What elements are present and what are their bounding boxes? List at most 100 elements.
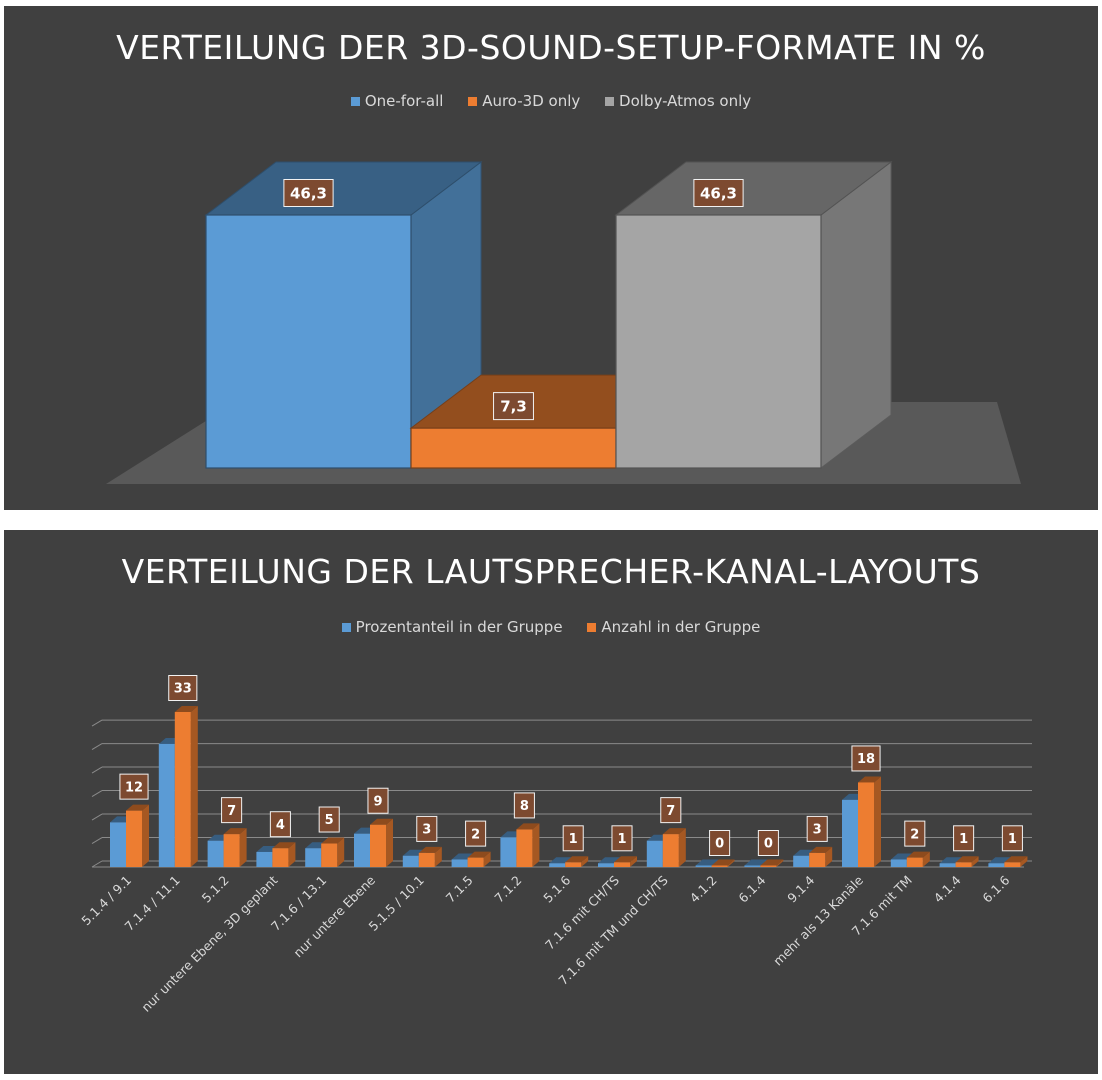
legend-item-anzahl: Anzahl in der Gruppe (587, 618, 760, 636)
bar-top-prozentanteil-in-der-gruppe-12 (695, 859, 719, 866)
bar-top-anzahl-in-der-gruppe-10 (614, 856, 637, 863)
bar-anzahl-in-der-gruppe-11 (662, 834, 679, 867)
gridline-tick (91, 813, 103, 821)
data-label-anzahl-14-box (806, 815, 828, 842)
category-label-15: mehr als 13 Kanäle (770, 872, 866, 968)
bar-anzahl-in-der-gruppe-18 (1004, 862, 1021, 867)
data-label-one-for-all-box (283, 179, 334, 207)
data-label-anzahl-16-box (904, 820, 926, 847)
legend-label-auro-3d: Auro-3D only (482, 92, 581, 110)
data-label-anzahl-15-box (851, 745, 881, 772)
category-label-9: 5.1.6 (540, 872, 573, 905)
bar-top-anzahl-in-der-gruppe-4 (321, 837, 345, 844)
bar-prozentanteil-in-der-gruppe-18 (988, 863, 1005, 867)
legend-swatch-auro-3d (468, 97, 478, 106)
data-label-anzahl-11: 7 (666, 804, 675, 819)
data-label-anzahl-7: 2 (471, 827, 480, 842)
gridline-tick (91, 766, 103, 774)
data-label-dolby-atmos-only-box (693, 179, 744, 207)
data-label-anzahl-1: 33 (174, 682, 192, 697)
bar-top-anzahl-in-der-gruppe-3 (272, 842, 296, 849)
category-label-13: 6.1.4 (735, 872, 768, 905)
bar-side-anzahl-in-der-gruppe-16 (922, 851, 930, 867)
bar-prozentanteil-in-der-gruppe-2 (207, 840, 224, 867)
bar-top-anzahl-in-der-gruppe-6 (418, 846, 442, 853)
bar-anzahl-in-der-gruppe-8 (516, 829, 533, 867)
data-label-anzahl-12-box (709, 830, 731, 856)
formats-chart-legend: One-for-all Auro-3D only Dolby-Atmos onl… (4, 92, 1098, 110)
bar-anzahl-in-der-gruppe-6 (418, 852, 435, 867)
data-label-anzahl-5: 9 (373, 794, 382, 809)
bar-side-anzahl-in-der-gruppe-9 (581, 856, 589, 867)
bar-top-anzahl-in-der-gruppe-18 (1004, 856, 1028, 863)
data-label-anzahl-3-box (269, 811, 291, 838)
data-label-anzahl-18: 1 (1008, 832, 1017, 847)
bar-prozentanteil-in-der-gruppe-15 (842, 799, 858, 867)
data-label-anzahl-17: 1 (959, 832, 968, 847)
bar-top-anzahl-in-der-gruppe-8 (516, 823, 540, 830)
legend-label-one-for-all: One-for-all (364, 92, 444, 110)
layouts-chart-title: VERTEILUNG DER LAUTSPRECHER-KANAL-LAYOUT… (121, 552, 981, 591)
bar-top-anzahl-in-der-gruppe-17 (955, 856, 979, 863)
legend-swatch-one-for-all (350, 97, 360, 106)
data-label-anzahl-13: 0 (764, 837, 773, 852)
layouts-chart-panel: VERTEILUNG DER LAUTSPRECHER-KANAL-LAYOUT… (4, 530, 1098, 1074)
data-label-anzahl-8: 8 (520, 799, 529, 814)
legend-label-anzahl: Anzahl in der Gruppe (601, 618, 761, 636)
legend-item-auro-3d: Auro-3D only (468, 92, 580, 110)
bar-auro-3d-only (410, 427, 617, 469)
data-label-anzahl-0-box (119, 773, 149, 800)
legend-swatch-prozentanteil (341, 623, 351, 632)
bar-anzahl-in-der-gruppe-7 (467, 857, 484, 867)
bar-prozentanteil-in-der-gruppe-5 (354, 833, 370, 867)
bar-anzahl-in-der-gruppe-14 (809, 852, 826, 867)
bar-side-anzahl-in-der-gruppe-6 (434, 846, 442, 867)
bar-anzahl-in-der-gruppe-4 (321, 843, 338, 867)
bar-anzahl-in-der-gruppe-3 (272, 848, 289, 867)
data-label-anzahl-2: 7 (227, 804, 236, 819)
data-label-anzahl-3: 4 (276, 818, 285, 833)
data-label-auro-3d-only-box (493, 392, 534, 421)
bar-side-anzahl-in-der-gruppe-0 (142, 804, 149, 867)
data-label-anzahl-4-box (318, 806, 340, 833)
gridline-tick (91, 743, 103, 751)
formats-chart-plot: 46,3 7,3 46,3 (106, 160, 1021, 484)
bar-side-anzahl-in-der-gruppe-15 (874, 776, 881, 867)
bar-top-anzahl-in-der-gruppe-15 (858, 776, 881, 783)
data-label-anzahl-12: 0 (715, 837, 724, 852)
bar-top-anzahl-in-der-gruppe-5 (370, 818, 393, 825)
bar-side-anzahl-in-der-gruppe-8 (532, 823, 540, 867)
data-label-anzahl-13-box (757, 830, 779, 856)
bar-prozentanteil-in-der-gruppe-16 (890, 859, 907, 867)
data-label-anzahl-6-box (416, 815, 438, 842)
formats-chart-title: VERTEILUNG DER 3D-SOUND-SETUP-FORMATE IN… (116, 28, 986, 67)
category-label-18: 6.1.6 (979, 872, 1012, 905)
bar-side-anzahl-in-der-gruppe-13 (776, 859, 784, 867)
bar-side-anzahl-in-der-gruppe-2 (239, 828, 247, 867)
gridline-tick (91, 860, 103, 868)
bar-side-anzahl-in-der-gruppe-4 (337, 837, 345, 867)
bar-side-anzahl-in-der-gruppe-7 (483, 851, 491, 867)
data-label-anzahl-8-box (513, 792, 535, 819)
bar-anzahl-in-der-gruppe-17 (955, 862, 972, 867)
category-label-17: 4.1.4 (931, 872, 964, 905)
bar-top-anzahl-in-der-gruppe-14 (809, 846, 833, 853)
category-label-5: nur untere Ebene (290, 872, 378, 960)
data-label-anzahl-17-box (953, 825, 975, 852)
bar-anzahl-in-der-gruppe-12 (711, 865, 728, 867)
data-label-anzahl-18-box (1001, 825, 1023, 852)
bar-anzahl-in-der-gruppe-10 (614, 862, 630, 867)
bar-anzahl-in-der-gruppe-5 (370, 824, 386, 867)
category-label-14: 9.1.4 (784, 872, 817, 905)
category-label-12: 4.1.2 (687, 873, 720, 906)
data-label-anzahl-10: 1 (617, 832, 626, 847)
bar-top-anzahl-in-der-gruppe-0 (126, 804, 149, 811)
bar-prozentanteil-in-der-gruppe-11 (646, 840, 663, 867)
data-label-auro-3d-only: 7,3 (500, 398, 527, 416)
data-label-anzahl-6: 3 (422, 823, 431, 838)
data-label-anzahl-1-box (168, 675, 198, 701)
data-label-one-for-all: 46,3 (290, 184, 327, 202)
data-label-anzahl-0: 12 (125, 780, 143, 795)
formats-chart-panel: VERTEILUNG DER 3D-SOUND-SETUP-FORMATE IN… (4, 6, 1098, 510)
